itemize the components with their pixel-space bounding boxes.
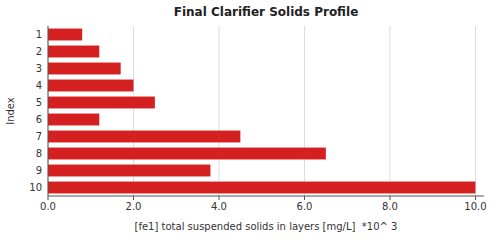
grid-line xyxy=(389,26,390,196)
y-axis-line xyxy=(48,26,49,196)
y-tick-label: 2 xyxy=(36,46,42,57)
y-tick-label: 4 xyxy=(36,80,42,91)
y-tick-label: 1 xyxy=(36,29,42,40)
chart: 0.0 2.0 4.0 6.0 8.0 10.0 1 2 3 4 5 6 7 8 9 10 Final Clar… xyxy=(0,0,500,240)
x-tick xyxy=(304,196,305,200)
x-tick xyxy=(389,196,390,200)
y-axis: 1 2 3 4 5 6 7 8 9 10 xyxy=(29,29,42,193)
y-tick-label: 7 xyxy=(36,131,42,142)
bar xyxy=(48,63,121,75)
bar xyxy=(48,46,99,58)
x-tick-label: 10.0 xyxy=(464,201,486,212)
grid-line xyxy=(48,26,49,196)
x-tick xyxy=(218,196,219,200)
x-tick-label: 8.0 xyxy=(382,201,398,212)
bar xyxy=(48,29,82,41)
bar xyxy=(48,165,210,177)
x-tick xyxy=(475,196,476,200)
x-axis-line xyxy=(48,196,484,197)
x-tick xyxy=(133,196,134,200)
x-tick-label: 0.0 xyxy=(40,201,56,212)
x-tick-label: 6.0 xyxy=(297,201,313,212)
grid-line xyxy=(304,26,305,196)
y-tick-label: 3 xyxy=(36,63,42,74)
bar xyxy=(48,131,240,143)
grid xyxy=(48,26,475,196)
bar xyxy=(48,97,155,109)
grid-line xyxy=(218,26,219,196)
y-tick-label: 5 xyxy=(36,97,42,108)
y-tick-label: 9 xyxy=(36,165,42,176)
x-tick xyxy=(48,196,49,200)
bar xyxy=(48,182,475,194)
bar xyxy=(48,114,99,126)
x-tick-label: 2.0 xyxy=(126,201,142,212)
bars xyxy=(48,29,475,194)
y-tick-label: 10 xyxy=(29,182,42,193)
y-axis-label: Index xyxy=(5,97,16,125)
y-tick-label: 6 xyxy=(36,114,42,125)
x-axis: 0.0 2.0 4.0 6.0 8.0 10.0 xyxy=(40,196,487,212)
bar xyxy=(48,148,326,160)
y-tick-label: 8 xyxy=(36,148,42,159)
x-axis-label: [fe1] total suspended solids in layers [… xyxy=(135,221,398,232)
grid-line xyxy=(475,26,476,196)
title: Final Clarifier Solids Profile xyxy=(174,5,359,19)
x-tick-label: 4.0 xyxy=(211,201,227,212)
bar xyxy=(48,80,133,92)
